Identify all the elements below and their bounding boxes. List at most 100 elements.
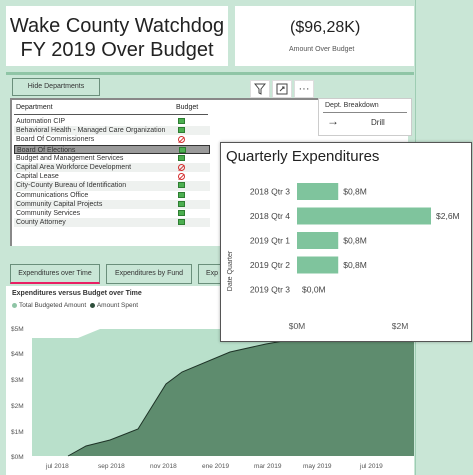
quarter-category-label: 2018 Qtr 4 <box>250 211 290 221</box>
spent-area[interactable] <box>68 328 414 456</box>
department-row[interactable]: Capital Lease <box>14 172 210 181</box>
department-row[interactable]: Board Of Elections <box>14 144 210 154</box>
department-name: Board Of Commissioners <box>16 136 95 144</box>
quarter-bar[interactable] <box>297 207 431 225</box>
area-x-ticks: jul 2018 sep 2018 nov 2018 ene 2019 mar … <box>45 463 383 470</box>
quarterly-x-tick: $2M <box>392 321 409 331</box>
report-title-line2: FY 2019 Over Budget <box>20 39 214 61</box>
more-options-icon[interactable]: ··· <box>294 80 314 98</box>
quarter-bar[interactable] <box>297 256 339 274</box>
area-chart-svg[interactable]: $5M $4M $3M $2M $1M $0M jul 2018 sep 201… <box>6 286 414 475</box>
y-tick-3m: $3M <box>11 377 24 384</box>
department-row[interactable]: Board Of Commissioners <box>14 135 210 144</box>
department-row[interactable]: Budget and Management Services <box>14 154 210 163</box>
y-tick-2m: $2M <box>11 403 24 410</box>
x-tick-jul-2019: jul 2019 <box>359 463 383 470</box>
x-tick-nov-2018: nov 2018 <box>150 463 177 470</box>
quarter-value-label: $0,8M <box>343 187 367 197</box>
over-budget-icon <box>178 163 185 171</box>
y-tick-5m: $5M <box>11 326 24 333</box>
dept-breakdown-divider <box>323 112 407 113</box>
budget-column-header[interactable]: Budget <box>176 104 199 111</box>
drill-button[interactable]: Drill <box>371 118 385 127</box>
quarterly-y-axis-label: Date Quarter <box>227 250 234 291</box>
dept-breakdown-card[interactable]: Dept. Breakdown → Drill <box>318 98 412 136</box>
quarter-category-label: 2018 Qtr 3 <box>250 187 290 197</box>
budget-ok-icon <box>178 209 185 216</box>
amount-over-budget-value: ($96,28K) <box>290 19 361 36</box>
x-tick-jul-2018: jul 2018 <box>45 463 69 470</box>
quarterly-chart-title: Quarterly Expenditures <box>226 148 380 165</box>
area-chart-legend: Total Budgeted Amount Amount Spent <box>12 302 138 309</box>
quarter-bar[interactable] <box>297 232 339 249</box>
department-name: City-County Bureau of Identification <box>16 182 127 190</box>
area-chart-card: Expenditures versus Budget over Time Tot… <box>6 286 414 475</box>
quarter-category-label: 2019 Qtr 2 <box>250 260 290 270</box>
department-row[interactable]: Community Services <box>14 209 210 218</box>
x-tick-may-2019: may 2019 <box>303 463 332 470</box>
filter-icon[interactable] <box>250 80 270 98</box>
arrow-right-icon[interactable]: → <box>327 114 339 128</box>
budget-ok-icon <box>178 154 185 161</box>
dept-breakdown-title: Dept. Breakdown <box>325 102 379 109</box>
budget-ok-icon <box>178 219 185 226</box>
budget-ok-icon <box>178 182 185 189</box>
department-name: Capital Area Workforce Development <box>16 163 132 171</box>
budget-ok-icon <box>178 118 185 124</box>
department-name: Board Of Elections <box>17 146 76 154</box>
legend-spent-dot <box>89 302 95 308</box>
header-divider <box>14 114 208 115</box>
title-card: Wake County Watchdog FY 2019 Over Budget <box>6 6 228 66</box>
legend-spent-label: Amount Spent <box>96 302 139 309</box>
quarter-value-label: $0,8M <box>343 236 367 246</box>
quarter-value-label: $0,0M <box>302 285 326 295</box>
quarter-value-label: $0,8M <box>343 260 367 270</box>
department-name: Community Capital Projects <box>16 200 103 208</box>
quarter-category-label: 2019 Qtr 3 <box>250 285 290 295</box>
department-name: Community Services <box>16 209 81 217</box>
budget-ok-icon <box>178 127 185 134</box>
department-row[interactable]: County Attorney <box>14 218 210 228</box>
tab-expenditures-over-time[interactable]: Expenditures over Time <box>10 264 100 284</box>
department-name: Automation CIP <box>16 118 66 125</box>
department-row[interactable]: Community Capital Projects <box>14 199 210 209</box>
legend-budget-label: Total Budgeted Amount <box>19 302 87 309</box>
amount-over-budget-label: Amount Over Budget <box>289 46 355 53</box>
area-y-ticks: $5M $4M $3M $2M $1M $0M <box>11 326 24 461</box>
y-tick-1m: $1M <box>11 429 24 436</box>
section-band <box>6 72 414 75</box>
y-tick-4m: $4M <box>11 351 24 358</box>
x-tick-ene-2019: ene 2019 <box>202 463 229 470</box>
quarterly-expenditures-popup[interactable]: Quarterly Expenditures Date Quarter 2018… <box>220 142 472 342</box>
amount-card: ($96,28K) Amount Over Budget <box>235 6 414 66</box>
over-budget-icon <box>178 136 185 144</box>
budget-ok-icon <box>179 146 186 153</box>
department-row[interactable]: City-County Bureau of Identification <box>14 181 210 191</box>
department-name: Behavioral Health - Managed Care Organiz… <box>16 127 166 135</box>
area-chart-title: Expenditures versus Budget over Time <box>12 290 142 297</box>
department-row[interactable]: Behavioral Health - Managed Care Organiz… <box>14 126 210 136</box>
budget-ok-icon <box>178 200 185 207</box>
department-row[interactable]: Communications Office <box>14 191 210 200</box>
tab-expenditures-by-fund[interactable]: Expenditures by Fund <box>106 264 192 284</box>
department-name: Communications Office <box>16 191 89 199</box>
legend-budget-dot <box>12 302 17 308</box>
department-row[interactable]: Automation CIP <box>14 117 210 126</box>
department-column-header[interactable]: Department <box>16 104 53 111</box>
department-name: County Attorney <box>16 219 66 227</box>
quarterly-x-tick: $0M <box>289 321 306 331</box>
quarter-category-label: 2019 Qtr 1 <box>250 236 290 246</box>
y-tick-0m: $0M <box>11 454 24 461</box>
quarterly-bar-chart: Date Quarter 2018 Qtr 3 $0,8M 2018 Qtr 4 $2… <box>227 183 460 331</box>
budget-ok-icon <box>178 191 185 198</box>
department-name: Budget and Management Services <box>16 154 124 162</box>
quarter-value-label: $2,6M <box>436 211 460 221</box>
department-name: Capital Lease <box>16 173 59 181</box>
focus-mode-icon[interactable] <box>272 80 292 98</box>
department-row[interactable]: Capital Area Workforce Development <box>14 162 210 173</box>
quarter-bar[interactable] <box>297 183 339 200</box>
department-rows: Automation CIP Behavioral Health - Manage… <box>14 117 210 228</box>
over-budget-icon <box>178 173 185 181</box>
hide-departments-button[interactable]: Hide Departments <box>12 78 100 96</box>
x-tick-mar-2019: mar 2019 <box>254 463 282 470</box>
